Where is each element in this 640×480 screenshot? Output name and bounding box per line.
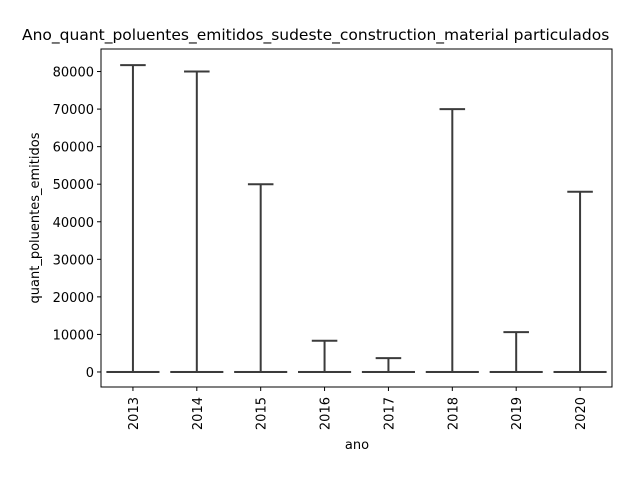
chart-title: Ano_quant_poluentes_emitidos_sudeste_con… bbox=[22, 26, 609, 45]
box-2014 bbox=[170, 70, 224, 373]
y-axis-title: quant_poluentes_emitidos bbox=[28, 132, 43, 303]
y-tick-label: 40000 bbox=[53, 216, 94, 231]
y-tick-label: 80000 bbox=[53, 66, 94, 81]
x-tick-label: 2019 bbox=[510, 397, 525, 430]
box-2020 bbox=[553, 190, 607, 373]
axes-frame bbox=[100, 48, 613, 388]
plot-area bbox=[106, 64, 607, 373]
box-2018 bbox=[425, 108, 479, 373]
x-tick-label: 2013 bbox=[127, 397, 142, 430]
x-tick-label: 2017 bbox=[382, 397, 397, 430]
y-tick-label: 50000 bbox=[53, 178, 94, 193]
x-tick-label: 2015 bbox=[255, 397, 270, 430]
y-tick-label: 30000 bbox=[53, 253, 94, 268]
x-axis: 2013 2014 2015 2016 2017 2018 2019 2020 bbox=[127, 387, 589, 430]
y-tick-label: 10000 bbox=[53, 328, 94, 343]
x-tick-label: 2020 bbox=[574, 397, 589, 430]
x-tick-label: 2014 bbox=[191, 397, 206, 430]
x-tick-label: 2016 bbox=[319, 397, 334, 430]
x-axis-title: ano bbox=[345, 438, 369, 453]
y-tick-label: 60000 bbox=[53, 141, 94, 156]
box-2019 bbox=[489, 331, 543, 373]
box-2016 bbox=[298, 339, 352, 373]
y-tick-label: 20000 bbox=[53, 291, 94, 306]
box-2013 bbox=[106, 64, 160, 373]
y-axis: 0 10000 20000 30000 40000 50000 60000 70000 8000… bbox=[53, 66, 101, 381]
y-tick-label: 0 bbox=[86, 366, 94, 381]
x-tick-label: 2018 bbox=[446, 397, 461, 430]
box-2015 bbox=[234, 183, 288, 373]
box-2017 bbox=[361, 357, 415, 373]
y-tick-label: 70000 bbox=[53, 103, 94, 118]
